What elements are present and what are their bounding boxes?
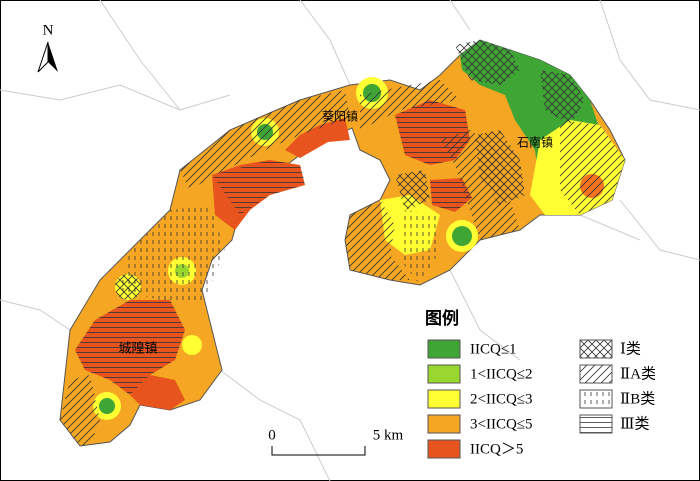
legend-swatch: [579, 414, 613, 434]
legend-label: 1<IICQ≤2: [470, 366, 533, 382]
legend-label: Ⅲ类: [620, 415, 649, 432]
map-regions: [59, 39, 626, 447]
legend-label: ⅡA类: [620, 365, 656, 382]
legend-label: IICQ＞5: [470, 441, 523, 457]
place-label: 石南镇: [517, 135, 553, 150]
legend-swatch: [427, 364, 461, 384]
legend-swatch: [579, 389, 613, 409]
legend-label: ⅡB类: [620, 390, 655, 407]
legend-swatch: [427, 414, 461, 434]
legend-title: 图例: [425, 308, 459, 329]
legend-swatch: [579, 364, 613, 384]
legend-swatch: [579, 339, 613, 359]
scale-bar: 0 5 km: [268, 427, 404, 456]
legend-label: Ⅰ类: [620, 340, 641, 357]
legend: 图例 IICQ≤1 1<IICQ≤2 2<IICQ≤3 3<IICQ≤5 IIC…: [425, 308, 656, 459]
north-arrow: N: [37, 22, 58, 73]
legend-swatch: [427, 439, 461, 459]
scale-label: 0: [268, 427, 276, 443]
legend-swatch: [427, 389, 461, 409]
legend-label: 2<IICQ≤3: [470, 391, 533, 407]
legend-swatch: [427, 339, 461, 359]
north-label: N: [43, 22, 54, 38]
legend-label: IICQ≤1: [470, 341, 517, 357]
scale-label: 5 km: [373, 427, 404, 443]
place-label: 城隍镇: [118, 342, 157, 357]
place-label: 葵阳镇: [322, 110, 358, 124]
legend-label: 3<IICQ≤5: [470, 416, 533, 432]
